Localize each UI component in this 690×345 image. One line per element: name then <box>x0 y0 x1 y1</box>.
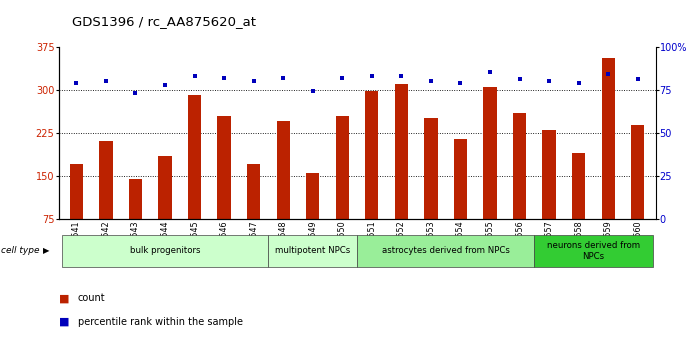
Text: astrocytes derived from NPCs: astrocytes derived from NPCs <box>382 246 510 256</box>
Bar <box>159 156 172 262</box>
Point <box>514 77 525 82</box>
Point <box>426 78 437 84</box>
Bar <box>602 58 615 262</box>
Text: GDS1396 / rc_AA875620_at: GDS1396 / rc_AA875620_at <box>72 14 257 28</box>
Bar <box>188 96 201 262</box>
Bar <box>335 116 349 262</box>
Bar <box>99 141 112 262</box>
Bar <box>61 235 268 267</box>
Bar <box>357 235 534 267</box>
Bar <box>217 116 230 262</box>
Point <box>248 78 259 84</box>
Bar <box>513 113 526 262</box>
Point <box>632 77 643 82</box>
Point <box>159 82 170 87</box>
Bar <box>424 118 437 262</box>
Point <box>366 73 377 79</box>
Point <box>277 75 288 80</box>
Point <box>573 80 584 86</box>
Text: ■: ■ <box>59 317 69 326</box>
Point <box>219 75 230 80</box>
Text: bulk progenitors: bulk progenitors <box>130 246 200 256</box>
Point <box>337 75 348 80</box>
Point <box>602 71 613 77</box>
Point <box>130 90 141 96</box>
Point <box>396 73 407 79</box>
Bar <box>306 173 319 262</box>
Text: ▶: ▶ <box>43 246 49 256</box>
Text: neurons derived from
NPCs: neurons derived from NPCs <box>547 241 640 261</box>
Bar <box>247 165 260 262</box>
Text: percentile rank within the sample: percentile rank within the sample <box>78 317 243 326</box>
Bar <box>70 165 83 262</box>
Text: multipotent NPCs: multipotent NPCs <box>275 246 351 256</box>
Point <box>101 78 112 84</box>
Bar <box>631 125 644 262</box>
Point <box>307 89 318 94</box>
Bar <box>572 153 585 262</box>
Bar <box>484 87 497 262</box>
Text: ■: ■ <box>59 294 69 303</box>
Bar <box>129 179 142 262</box>
Point <box>71 80 82 86</box>
Bar <box>277 121 290 262</box>
Text: cell type: cell type <box>1 246 39 256</box>
Point <box>484 70 495 75</box>
Bar <box>534 235 653 267</box>
Point <box>544 78 555 84</box>
Bar <box>454 139 467 262</box>
Text: count: count <box>78 294 106 303</box>
Bar <box>365 91 379 262</box>
Point <box>455 80 466 86</box>
Bar <box>542 130 555 262</box>
Bar <box>268 235 357 267</box>
Bar <box>395 84 408 262</box>
Point <box>189 73 200 79</box>
